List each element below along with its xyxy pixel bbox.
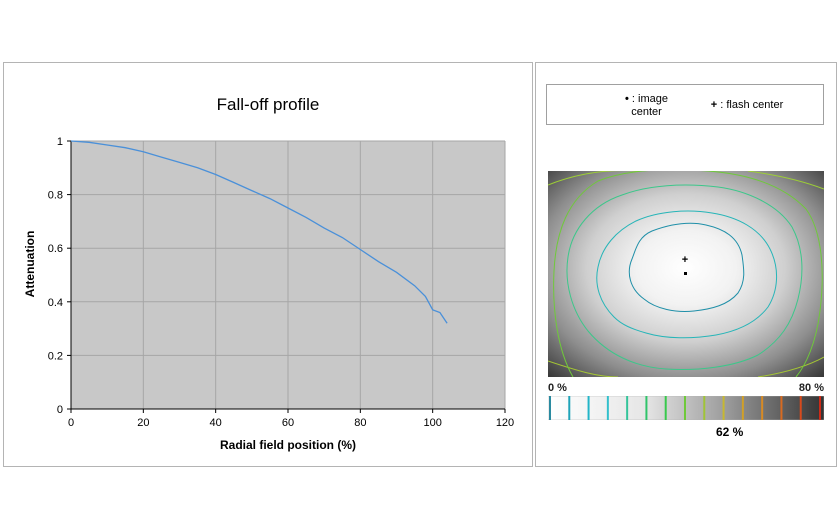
x-axis-label: Radial field position (%) (220, 438, 356, 452)
colorbar-ticks (549, 396, 821, 420)
flash-center-marker: + (682, 254, 688, 266)
y-axis-label: Attenuation (23, 231, 37, 298)
legend-image-center: • : image center (609, 93, 684, 119)
scale-min-label: 0 % (548, 382, 567, 394)
contour-line (747, 171, 824, 190)
image-center-marker-icon: • (625, 93, 629, 105)
legend-image-center-label: : image center (631, 93, 668, 118)
contour-line (566, 184, 803, 370)
y-tick-label: 0.2 (48, 350, 63, 362)
y-tick-label: 0.4 (48, 297, 63, 309)
x-tick-label: 60 (282, 417, 294, 429)
x-tick-label: 40 (210, 417, 222, 429)
contour-line (548, 360, 619, 377)
legend-flash-center-label: : flash center (720, 99, 784, 111)
grid-lines (71, 140, 506, 409)
falloff-map-panel: • : image center + : flash center (535, 62, 837, 467)
x-tick-label: 0 (68, 417, 74, 429)
falloff-colorbar (548, 396, 824, 420)
x-tick-label: 80 (354, 417, 366, 429)
chart-title: Fall-off profile (217, 95, 320, 114)
x-tick-label: 120 (496, 417, 514, 429)
map-legend: • : image center + : flash center (546, 84, 824, 125)
falloff-percent-readout: 62 % (716, 425, 744, 439)
y-tick-label: 0 (57, 404, 63, 416)
axes (67, 140, 506, 413)
x-tick-label: 100 (423, 417, 441, 429)
flash-center-marker-icon: + (710, 99, 718, 111)
y-tick-label: 1 (57, 136, 63, 148)
falloff-chart-panel: Fall-off profile 0 20 40 60 80 100 120 0 0.2 0.4… (3, 62, 533, 467)
scale-max-label: 80 % (798, 382, 824, 394)
legend-flash-center: + : flash center (697, 99, 797, 112)
x-tick-labels: 0 20 40 60 80 100 120 (68, 417, 514, 429)
contour-line (596, 210, 777, 339)
contour-line (628, 222, 745, 312)
y-tick-labels: 0 0.2 0.4 0.6 0.8 1 (48, 136, 63, 416)
x-tick-label: 20 (137, 417, 149, 429)
contour-line (553, 171, 823, 377)
falloff-contour-map: + (548, 171, 824, 377)
y-tick-label: 0.8 (48, 190, 63, 202)
falloff-chart: Fall-off profile 0 20 40 60 80 100 120 0 0.2 0.4… (23, 95, 514, 452)
contour-line (548, 171, 638, 186)
contour-line (757, 356, 824, 377)
falloff-series-line (70, 140, 448, 324)
image-center-marker (684, 272, 687, 275)
y-tick-label: 0.6 (48, 243, 63, 255)
